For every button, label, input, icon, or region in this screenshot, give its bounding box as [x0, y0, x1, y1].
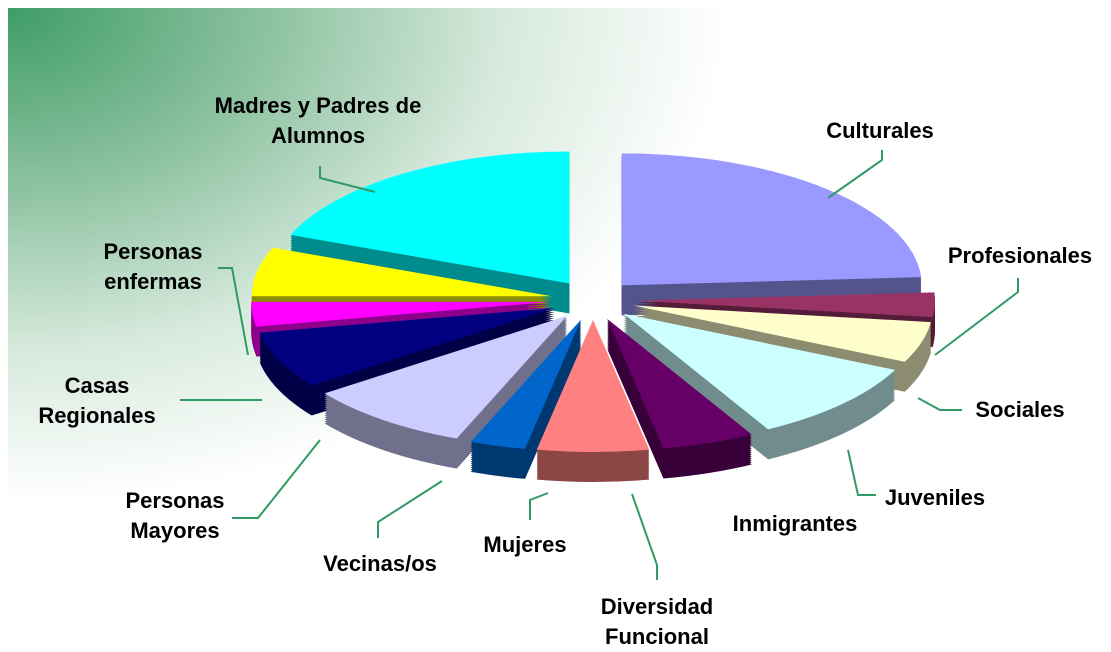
leader-line: [529, 492, 549, 520]
slice-label: Madres y Padres de Alumnos: [214, 93, 422, 148]
slice-label: Profesionales: [947, 243, 1093, 268]
slice: [623, 313, 896, 430]
leader-line: [631, 493, 658, 580]
slice-label: Diversidad Funcional: [600, 594, 714, 649]
slice: [251, 247, 552, 297]
leader-line: [218, 267, 249, 356]
slice-label: Vecinas/os: [323, 551, 437, 576]
leader-line: [827, 150, 883, 199]
slice-label: Mujeres: [483, 532, 567, 557]
slice: [607, 318, 752, 449]
leader-line: [232, 439, 321, 519]
slice: [621, 153, 922, 286]
slice: [633, 305, 931, 362]
slice: [259, 307, 555, 386]
leader-line: [377, 480, 443, 538]
slice: [634, 292, 935, 318]
slice: [290, 151, 570, 284]
slice-label: Casas Regionales: [38, 373, 156, 428]
leader-line: [934, 278, 1019, 356]
slice: [251, 301, 552, 327]
leader-line: [319, 166, 376, 193]
slice-label: Personas enfermas: [103, 239, 203, 294]
slices: [251, 151, 935, 483]
slice-label: Personas Mayores: [125, 488, 225, 543]
leader-line: [847, 449, 876, 496]
slice: [536, 320, 650, 453]
slice: [324, 315, 568, 439]
slice-label: Sociales: [975, 397, 1065, 422]
slice-label: Juveniles: [884, 485, 986, 510]
slice: [470, 319, 582, 449]
slice-label: Culturales: [826, 118, 934, 143]
leader-lines: [180, 150, 1019, 580]
slice-label: Inmigrantes: [732, 511, 858, 536]
leader-line: [917, 397, 962, 411]
